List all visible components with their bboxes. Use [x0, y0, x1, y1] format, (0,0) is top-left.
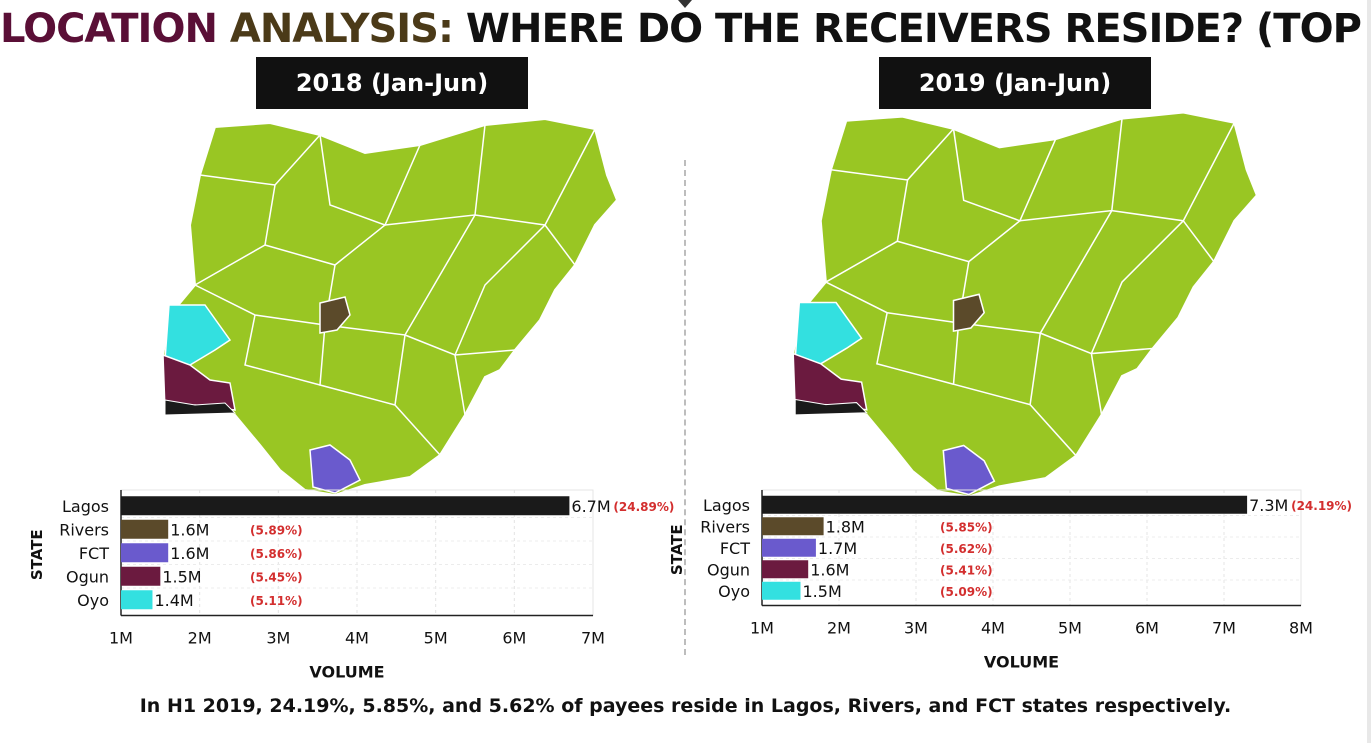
x-tick-label: 5M	[1058, 619, 1082, 638]
category-label: Oyo	[77, 591, 109, 610]
value-label: 1.5M	[803, 582, 842, 601]
bar-oyo	[762, 581, 801, 600]
map-region-rivers	[942, 444, 996, 496]
x-tick-label: 6M	[502, 629, 526, 648]
category-label: FCT	[720, 539, 750, 558]
map-state-border	[454, 354, 466, 416]
period-label-2019: 2019 (Jan-Jun)	[879, 57, 1151, 109]
map-state-border	[876, 312, 954, 385]
bar-ogun	[762, 560, 809, 579]
category-label: Rivers	[59, 520, 109, 539]
map-state-border	[194, 264, 336, 326]
x-tick-label: 2M	[827, 619, 851, 638]
bar-rivers	[121, 519, 169, 539]
x-tick-label: 4M	[981, 619, 1005, 638]
y-axis-title: STATE	[28, 529, 46, 580]
value-label: 7.3M	[1249, 496, 1288, 515]
x-tick-label: 7M	[581, 629, 605, 648]
map-state-border	[952, 128, 1057, 222]
map-country-outline	[161, 117, 619, 495]
map-state-border	[825, 261, 970, 324]
value-label: 1.8M	[826, 517, 865, 536]
percent-label: (24.19%)	[1291, 499, 1352, 513]
x-axis-title: VOLUME	[309, 663, 384, 682]
x-tick-label: 2M	[188, 629, 212, 648]
bar-ogun	[121, 566, 161, 586]
category-label: Lagos	[703, 496, 750, 515]
bar-chart-2018: Lagos 6.7M (24.89%) Rivers 1.6M (5.89%) FCT 1.6…	[28, 489, 674, 682]
x-tick-label: 7M	[1212, 619, 1236, 638]
value-label: 1.6M	[810, 560, 849, 579]
percent-label: (24.89%)	[613, 500, 674, 514]
percent-label: (5.11%)	[250, 594, 303, 608]
map-region-fct	[319, 296, 351, 334]
map-state-border	[454, 224, 546, 356]
map-region-fct	[952, 293, 985, 333]
y-axis-title: STATE	[668, 524, 686, 575]
x-tick-label: 3M	[904, 619, 928, 638]
map-region-lagos	[164, 399, 237, 416]
bar-lagos	[121, 496, 570, 516]
x-tick-label: 5M	[424, 629, 448, 648]
period-label-2018: 2018 (Jan-Jun)	[256, 57, 528, 109]
x-tick-label: 1M	[750, 619, 774, 638]
value-label: 1.5M	[162, 567, 201, 586]
category-label: Ogun	[66, 567, 109, 586]
value-label: 1.4M	[154, 591, 193, 610]
panel-divider	[684, 160, 686, 655]
map-state-border	[319, 134, 421, 226]
top-notch-marker	[678, 0, 692, 8]
x-axis-title: VOLUME	[984, 653, 1059, 672]
x-tick-label: 4M	[345, 629, 369, 648]
x-tick-label: 6M	[1135, 619, 1159, 638]
x-tick-label: 8M	[1289, 619, 1313, 638]
map-country-outline	[792, 111, 1259, 498]
bar-chart-2019: Lagos 7.3M (24.19%) Rivers 1.8M (5.85%) FCT 1.7…	[668, 489, 1352, 672]
percent-label: (5.86%)	[250, 547, 303, 561]
map-region-rivers	[309, 444, 362, 494]
percent-label: (5.09%)	[940, 585, 993, 599]
category-label: FCT	[79, 544, 109, 563]
footer-note: In H1 2019, 24.19%, 5.85%, and 5.62% of …	[139, 695, 1232, 717]
nigeria-map-2018	[161, 117, 619, 495]
nigeria-map-2019	[792, 111, 1259, 498]
percent-label: (5.41%)	[940, 563, 993, 577]
category-label: Ogun	[707, 560, 750, 579]
x-tick-label: 3M	[266, 629, 290, 648]
page-title: LOCATION ANALYSIS: WHERE DO THE RECEIVER…	[0, 2, 1371, 56]
category-label: Rivers	[700, 517, 750, 536]
map-state-border	[244, 314, 321, 386]
bar-oyo	[121, 590, 153, 610]
title-part-2: ANALYSIS:	[229, 6, 454, 52]
category-label: Oyo	[718, 582, 750, 601]
percent-label: (5.62%)	[940, 542, 993, 556]
bar-lagos	[762, 495, 1248, 514]
value-label: 1.6M	[170, 520, 209, 539]
map-state-border	[897, 220, 1021, 263]
map-state-border	[1090, 353, 1103, 415]
bar-rivers	[762, 517, 824, 536]
category-label: Lagos	[62, 497, 109, 516]
percent-label: (5.89%)	[250, 523, 303, 537]
value-label: 1.7M	[818, 539, 857, 558]
bar-fct	[121, 543, 169, 563]
map-state-border	[544, 224, 576, 266]
value-label: 1.6M	[170, 544, 209, 563]
map-state-border	[1182, 220, 1215, 263]
title-part-3: WHERE DO THE RECEIVERS RESIDE? (TOP 5)	[465, 6, 1371, 52]
x-tick-label: 1M	[109, 629, 133, 648]
value-label: 6.7M	[571, 497, 610, 516]
map-region-lagos	[794, 398, 868, 416]
percent-label: (5.85%)	[940, 520, 993, 534]
window-edge	[1367, 0, 1371, 743]
map-state-border	[1090, 220, 1184, 354]
title-part-1: LOCATION	[0, 6, 218, 52]
bar-fct	[762, 538, 816, 557]
percent-label: (5.45%)	[250, 570, 303, 584]
